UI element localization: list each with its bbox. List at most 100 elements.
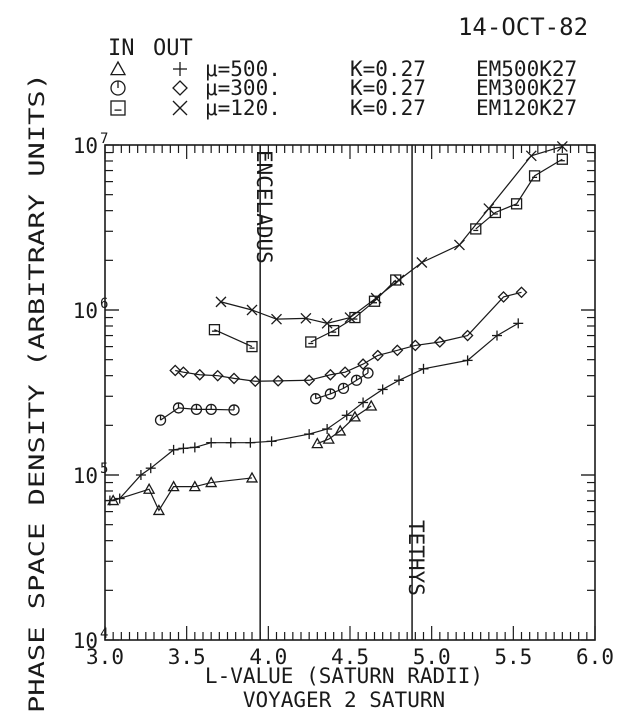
- legend-code: EM300K27: [476, 76, 577, 100]
- marker-square: [510, 198, 523, 210]
- x-tick-label: 5.0: [413, 645, 451, 669]
- series-square: [305, 274, 402, 348]
- minor-ticks: [104, 144, 596, 641]
- date-label: 14-OCT-82: [458, 13, 588, 41]
- marker-cross: [370, 292, 382, 304]
- legend-entry: μ=500. K=0.27 EM500K27: [109, 57, 577, 81]
- legend-entry: μ=300. K=0.27 EM300K27: [110, 76, 577, 100]
- marker-diamond: [409, 339, 422, 352]
- marker-diamond: [339, 366, 352, 379]
- marker-square: [556, 153, 568, 165]
- marker-diamond: [461, 329, 474, 342]
- marker-diamond: [249, 375, 262, 388]
- marker-diamond: [303, 374, 316, 387]
- x-tick-label: 4.5: [331, 645, 369, 669]
- x-tick-label: 3.0: [86, 645, 124, 669]
- reference-label: TETHYS: [404, 520, 428, 596]
- marker-diamond: [497, 291, 510, 303]
- marker-cross: [215, 296, 227, 308]
- marker-triangle: [365, 399, 378, 411]
- legend-entry: μ=120. K=0.27 EM120K27: [110, 96, 577, 120]
- legend-k: K=0.27: [350, 57, 426, 81]
- marker-diamond: [515, 286, 528, 299]
- series-circle: [154, 402, 240, 426]
- series-triangle: [311, 399, 378, 449]
- marker-square: [246, 340, 258, 353]
- series-line: [475, 158, 563, 230]
- legend-mu: μ=300.: [205, 76, 281, 100]
- marker-square: [305, 336, 317, 348]
- marker-square: [390, 274, 402, 286]
- series-line: [310, 279, 397, 343]
- marker-triangle: [311, 437, 324, 449]
- series-group: [104, 140, 568, 516]
- y-tick-exponent: 4: [100, 626, 108, 642]
- marker-cross: [453, 239, 465, 251]
- y-tick-label: 10: [73, 629, 98, 653]
- x-tick-label: 3.5: [168, 645, 206, 669]
- legend-k: K=0.27: [350, 96, 426, 120]
- legend-mu: μ=120.: [205, 96, 281, 120]
- marker-diamond: [172, 80, 188, 96]
- legend-in-label: IN: [108, 36, 135, 61]
- series-line: [175, 291, 522, 382]
- marker-cross: [246, 304, 258, 316]
- marker-triangle: [152, 504, 166, 516]
- series-line: [317, 405, 372, 445]
- x-tick-label: 4.0: [249, 645, 287, 669]
- marker-cross: [525, 150, 537, 162]
- marker-cross: [321, 317, 333, 329]
- marker-square: [489, 206, 502, 219]
- marker-triangle: [188, 480, 201, 492]
- series-line: [112, 477, 253, 512]
- marker-square: [110, 100, 126, 116]
- series-square: [470, 153, 568, 235]
- marker-diamond: [272, 374, 285, 387]
- marker-diamond: [211, 369, 224, 382]
- marker-diamond: [357, 358, 369, 371]
- marker-square: [208, 324, 221, 336]
- marker-cross: [300, 312, 312, 324]
- marker-cross: [556, 140, 568, 152]
- marker-cross: [416, 257, 428, 268]
- series-line: [214, 329, 253, 348]
- y-tick-label: 10: [73, 299, 98, 323]
- chart-title: VOYAGER 2 SATURN: [243, 688, 445, 712]
- marker-diamond: [391, 344, 404, 357]
- series-cross: [215, 140, 568, 329]
- marker-triangle: [348, 410, 362, 422]
- marker-triangle: [109, 60, 127, 76]
- series-plus: [104, 318, 524, 506]
- y-axis-label: PHASE SPACE DENSITY (ARBITRARY UNITS): [25, 73, 49, 713]
- legend: μ=500. K=0.27 EM500K27 μ=300. K=0.27 EM300K27…: [109, 57, 577, 120]
- marker-square: [328, 324, 340, 337]
- marker-triangle: [205, 476, 218, 488]
- marker-cross: [271, 313, 282, 325]
- marker-triangle: [334, 424, 347, 436]
- marker-square: [528, 170, 541, 182]
- series-circle: [310, 367, 374, 405]
- marker-diamond: [169, 364, 182, 377]
- legend-mu: μ=500.: [205, 57, 281, 81]
- marker-cross: [393, 274, 405, 286]
- marker-diamond: [324, 368, 337, 381]
- legend-out-label: OUT: [153, 36, 193, 61]
- legend-k: K=0.27: [350, 76, 426, 100]
- marker-triangle: [245, 471, 259, 483]
- marker-cross: [344, 312, 356, 324]
- marker-triangle: [167, 480, 180, 492]
- y-tick-label: 10: [73, 134, 98, 158]
- y-tick-exponent: 7: [100, 131, 108, 147]
- x-tick-label: 6.0: [576, 645, 614, 669]
- legend-code: EM500K27: [476, 57, 577, 81]
- x-axis-label: L-VALUE (SATURN RADII): [205, 664, 483, 688]
- marker-cross: [483, 203, 495, 215]
- series-triangle: [107, 471, 259, 516]
- plot-frame: [104, 144, 596, 641]
- series-diamond: [169, 286, 528, 388]
- reference-lines: ENCELADUS TETHYS: [252, 145, 428, 640]
- y-tick-exponent: 6: [100, 296, 108, 312]
